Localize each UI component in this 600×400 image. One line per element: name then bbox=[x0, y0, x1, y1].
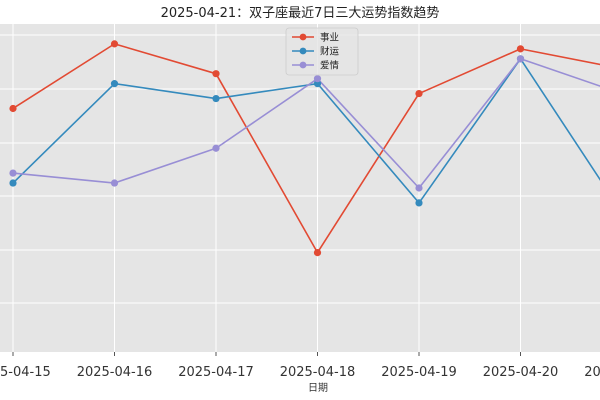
data-point bbox=[212, 70, 220, 78]
x-tick-label: 2025-04-21 bbox=[584, 365, 600, 380]
data-point bbox=[415, 89, 423, 98]
plot-background bbox=[0, 24, 600, 352]
legend-label: 财运 bbox=[320, 46, 340, 58]
data-point bbox=[313, 80, 322, 88]
legend-marker bbox=[299, 33, 307, 41]
x-axis-label: 日期 bbox=[308, 382, 328, 394]
legend-marker bbox=[299, 47, 307, 55]
x-tick-label: 2025-04-17 bbox=[178, 365, 254, 380]
x-ticks: 2025-04-15 2025-04-16 2025-04-17 2025-04-18… bbox=[0, 352, 600, 380]
data-point bbox=[516, 55, 525, 63]
data-point bbox=[9, 169, 17, 177]
data-point bbox=[9, 104, 17, 113]
data-point bbox=[415, 199, 423, 207]
x-tick-label: 2025-04-20 bbox=[483, 365, 559, 380]
data-point bbox=[110, 40, 119, 48]
legend-label: 爱情 bbox=[320, 60, 340, 72]
data-point bbox=[313, 75, 322, 83]
data-point bbox=[212, 94, 220, 103]
data-point bbox=[313, 249, 322, 257]
x-tick-label: 2025-04-16 bbox=[77, 365, 153, 380]
legend-marker bbox=[299, 61, 307, 69]
x-tick-label: 2025-04-19 bbox=[381, 365, 457, 380]
data-point bbox=[9, 179, 17, 187]
chart-title: 2025-04-21：双子座最近7日三大运势指数趋势 bbox=[161, 5, 440, 21]
x-tick-label: 2025-04-18 bbox=[280, 365, 356, 380]
legend-label: 事业 bbox=[320, 32, 339, 44]
data-point bbox=[516, 45, 525, 53]
data-point bbox=[415, 184, 423, 192]
data-point bbox=[110, 80, 119, 88]
x-tick-label: 2025-04-15 bbox=[0, 365, 51, 380]
data-point bbox=[212, 144, 220, 152]
data-point bbox=[110, 179, 119, 187]
series-points bbox=[9, 40, 525, 257]
